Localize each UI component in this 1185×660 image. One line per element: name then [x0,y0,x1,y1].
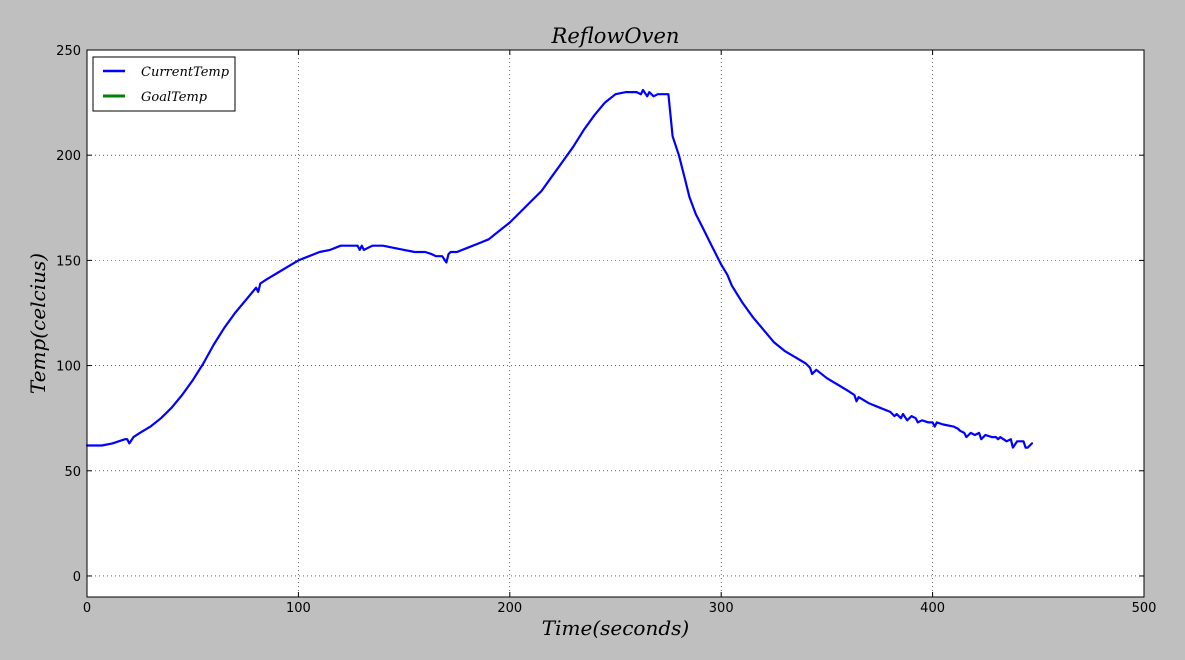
chart-title: ReflowOven [551,24,680,48]
series-line-currenttemp [85,88,1034,449]
y-tick-label: 50 [64,465,81,480]
x-axis-label: Time(seconds) [542,616,689,640]
y-tick-label: 200 [56,149,81,164]
y-tick-label: 100 [56,360,81,375]
plot-area [87,50,1144,597]
y-tick-label: 0 [73,570,81,585]
x-tick-label: 100 [286,601,311,616]
x-tick-label: 500 [1132,601,1157,616]
y-tick-label: 250 [56,44,81,59]
x-tick-label: 0 [83,601,91,616]
legend: CurrentTemp GoalTemp [92,56,236,112]
y-axis-label: Temp(celcius) [26,253,50,394]
x-tick-label: 400 [920,601,945,616]
legend-box [92,56,236,112]
x-tick-label: 200 [497,601,522,616]
legend-label-goaltemp: GoalTemp [141,90,208,105]
data-series [85,88,1034,449]
legend-label-currenttemp: CurrentTemp [141,65,230,80]
axis-ticks: 0 100 200 300 400 500 0 50 100 150 200 250 [56,44,1156,616]
x-tick-label: 300 [709,601,734,616]
plot-frame [86,49,1145,598]
y-tick-label: 150 [56,254,81,269]
